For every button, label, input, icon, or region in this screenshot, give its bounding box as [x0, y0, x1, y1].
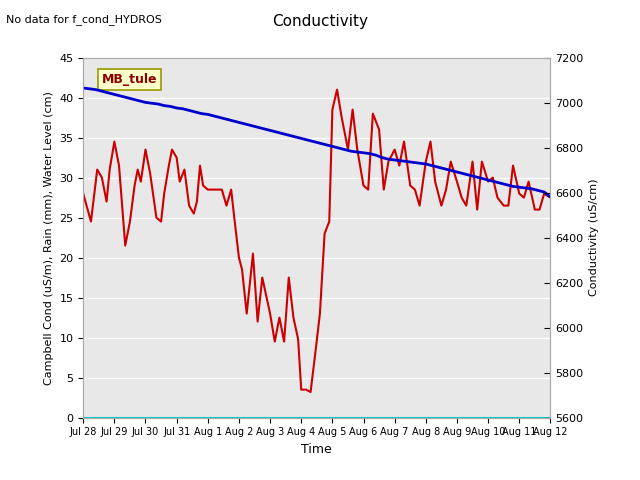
Text: No data for f_cond_HYDROS: No data for f_cond_HYDROS [6, 14, 163, 25]
Water Level [123, 95, 131, 100]
Water Level [378, 155, 386, 160]
Text: MB_tule: MB_tule [102, 73, 157, 86]
Water Level [241, 121, 249, 127]
Line: Water Level: Water Level [83, 88, 550, 197]
Water Level [391, 157, 399, 163]
Campbell cond (uS/cm) [111, 139, 118, 144]
Campbell cond (uS/cm) [289, 315, 297, 321]
Y-axis label: Conductivity (uS/cm): Conductivity (uS/cm) [589, 179, 599, 296]
Campbell cond (uS/cm) [547, 195, 554, 201]
Water Level [79, 85, 87, 91]
Campbell cond (uS/cm) [438, 203, 445, 208]
Water Level [453, 169, 461, 175]
Campbell cond (uS/cm) [328, 107, 336, 112]
Y-axis label: Campbell Cond (uS/m), Rain (mm), Water Level (cm): Campbell Cond (uS/m), Rain (mm), Water L… [44, 91, 54, 384]
Campbell cond (uS/cm) [369, 111, 377, 117]
Campbell cond (uS/cm) [333, 87, 341, 93]
Water Level [323, 142, 330, 148]
Campbell cond (uS/cm) [79, 191, 87, 196]
Campbell cond (uS/cm) [307, 389, 314, 395]
Campbell cond (uS/cm) [122, 243, 129, 249]
Line: Campbell cond (uS/cm): Campbell cond (uS/cm) [83, 90, 550, 392]
Text: Conductivity: Conductivity [272, 14, 368, 29]
Water Level [547, 194, 554, 200]
X-axis label: Time: Time [301, 443, 332, 456]
